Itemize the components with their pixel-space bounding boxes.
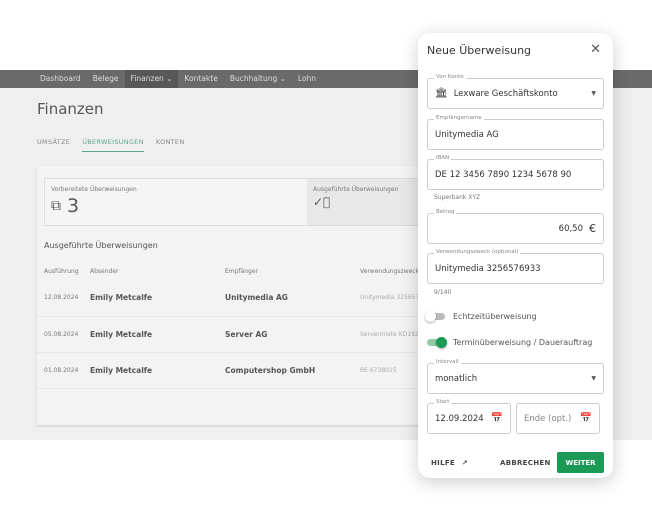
table-row[interactable]: 05.08.2024 Emily Metcalfe Server AG Serverm… [37, 316, 457, 353]
help-label: HILFE [431, 459, 455, 467]
field-label: Von Konto [434, 74, 466, 80]
from-account-select[interactable]: Von Konto 🏛 Lexware Geschäftskonto ▼ [427, 74, 604, 109]
cancel-button[interactable]: ABBRECHEN [500, 459, 551, 467]
field-label: Verwendungszweck (optional) [434, 249, 521, 255]
tab-umsaetze[interactable]: UMSÄTZE [37, 138, 71, 146]
external-link-icon: ↗ [461, 459, 468, 467]
cell-date: 01.08.2024 [37, 352, 83, 389]
scheduled-toggle[interactable]: Terminüberweisung / Dauerauftrag [427, 336, 593, 348]
field-value: Unitymedia 3256576933 [435, 263, 541, 274]
copy-icon: ⧉ [51, 198, 61, 214]
calendar-icon[interactable]: 📅 [490, 413, 503, 424]
check-circle-icon: ✓⃝ [313, 195, 331, 209]
toggle-switch[interactable] [427, 336, 447, 348]
section-title: Ausgeführte Überweisungen [44, 241, 158, 250]
cell-recipient: Unitymedia AG [218, 280, 353, 317]
field-label: Betrag [434, 209, 457, 215]
executed-label: Ausgeführte Überweisungen [313, 186, 399, 193]
realtime-toggle[interactable]: Echtzeitüberweisung [425, 310, 537, 322]
cell-recipient: Server AG [218, 316, 353, 353]
col-header: Verwendungszweck [360, 267, 420, 275]
toggle-switch[interactable] [425, 310, 445, 322]
next-button[interactable]: WEITER [557, 452, 604, 473]
bank-name: Superbank XYZ [434, 194, 481, 201]
tab-konten[interactable]: KONTEN [155, 138, 185, 146]
nav-buchhaltung[interactable]: Buchhaltung ⌄ [229, 74, 286, 83]
field-label: Empfängername [434, 115, 484, 121]
field-value: 12.09.2024 [435, 413, 484, 424]
recipient-field[interactable]: Empfängername Unitymedia AG [427, 115, 604, 150]
amount-field[interactable]: Betrag 60,50 € [427, 209, 604, 244]
calendar-icon[interactable]: 📅 [579, 413, 592, 424]
help-button[interactable]: HILFE ↗ [431, 459, 468, 467]
bank-icon: 🏛 [435, 88, 448, 99]
nav-label: Finanzen [130, 74, 164, 83]
field-value: monatlich [435, 373, 478, 384]
nav-dashboard[interactable]: Dashboard [40, 74, 81, 83]
end-date-field[interactable]: Ende (opt.) 📅 [516, 403, 600, 434]
field-value: Lexware Geschäftskonto [453, 88, 558, 99]
char-counter: 9/140 [434, 289, 452, 296]
transfers-table: Ausführung Absender Empfänger Verwendungszw… [37, 262, 457, 389]
cell-date: 12.08.2024 [37, 280, 83, 317]
field-value: 60,50 [558, 223, 583, 234]
table-row[interactable]: 01.08.2024 Emily Metcalfe Computershop Gmb… [37, 352, 457, 389]
prepared-stat[interactable]: Vorbereitete Überweisungen ⧉ 3 [45, 179, 143, 225]
field-label: Intervall [434, 359, 461, 365]
dialog-title: Neue Überweisung [427, 44, 532, 57]
cell-sender: Emily Metcalfe [83, 316, 218, 353]
table-row[interactable]: 12.08.2024 Emily Metcalfe Unitymedia AG Uni… [37, 280, 457, 317]
cell-sender: Emily Metcalfe [83, 280, 218, 317]
caret-down-icon: ▼ [591, 90, 596, 97]
nav-finanzen[interactable]: Finanzen ⌄ [124, 70, 179, 88]
caret-down-icon: ▼ [591, 375, 596, 382]
nav-kontakte[interactable]: Kontakte [184, 74, 218, 83]
prepared-count: 3 [67, 195, 80, 217]
prepared-label: Vorbereitete Überweisungen [51, 186, 137, 193]
interval-select[interactable]: Intervall monatlich ▼ [427, 359, 604, 394]
nav-label: Buchhaltung [229, 74, 278, 83]
field-label: IBAN [434, 155, 452, 161]
cell-date: 05.08.2024 [37, 316, 83, 353]
field-value: DE 12 3456 7890 1234 5678 90 [435, 169, 572, 180]
transfers-card: Vorbereitete Überweisungen ⧉ 3 Ausgeführt… [37, 166, 457, 425]
cell-sender: Emily Metcalfe [83, 352, 218, 389]
field-value: Unitymedia AG [435, 129, 499, 140]
nav-lohn[interactable]: Lohn [297, 74, 317, 83]
toggle-label: Terminüberweisung / Dauerauftrag [453, 338, 593, 347]
col-header: Ausführung [44, 267, 79, 275]
cell-recipient: Computershop GmbH [218, 352, 353, 389]
page-title: Finanzen [37, 100, 104, 118]
col-header: Empfänger [225, 267, 259, 275]
close-icon[interactable]: ✕ [590, 42, 601, 57]
purpose-field[interactable]: Verwendungszweck (optional) Unitymedia 3… [427, 249, 604, 284]
new-transfer-dialog: Neue Überweisung ✕ Von Konto 🏛 Lexware G… [418, 33, 613, 478]
field-placeholder: Ende (opt.) [524, 413, 572, 424]
nav-belege[interactable]: Belege [92, 74, 119, 83]
tab-ueberweisungen[interactable]: ÜBERWEISUNGEN [82, 138, 144, 152]
start-date-field[interactable]: Start 12.09.2024 📅 [427, 399, 511, 434]
field-label: Start [434, 399, 452, 405]
iban-field[interactable]: IBAN DE 12 3456 7890 1234 5678 90 [427, 155, 604, 190]
toggle-label: Echtzeitüberweisung [453, 312, 537, 321]
col-header: Absender [90, 267, 119, 275]
euro-icon: € [589, 222, 596, 235]
